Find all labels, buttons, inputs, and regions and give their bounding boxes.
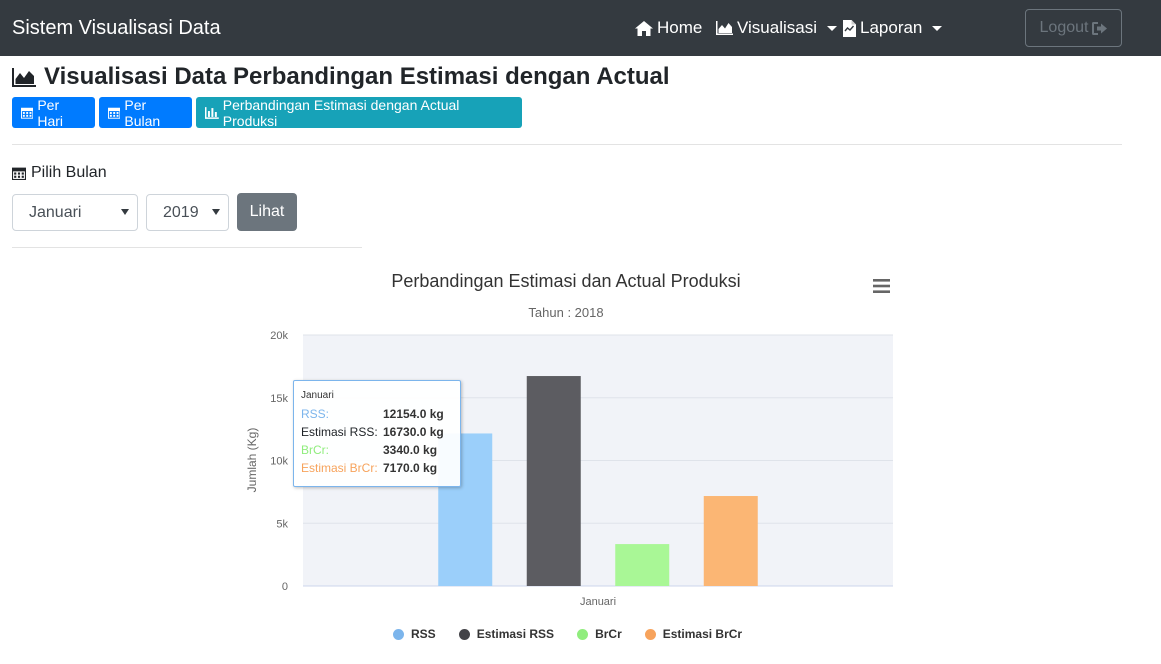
chart-subtitle: Tahun : 2018	[528, 305, 604, 320]
tooltip-series-name: RSS:	[301, 407, 330, 421]
tooltip-series-name: Estimasi BrCr:	[301, 461, 378, 475]
month-select[interactable]: Januari	[12, 194, 138, 231]
y-tick-label: 20k	[270, 330, 288, 342]
divider	[12, 144, 1122, 145]
select-arrow-icon	[212, 209, 220, 215]
nav-home[interactable]: Home	[635, 18, 702, 38]
per-hari-label: Per Hari	[37, 96, 63, 129]
legend-label: Estimasi BrCr	[662, 627, 743, 641]
nav-home-label: Home	[657, 18, 703, 37]
legend-marker	[458, 628, 470, 640]
tooltip-row: BrCr: 3340.0 kg	[301, 441, 453, 459]
x-tick-label: Januari	[580, 596, 616, 608]
tooltip-series-value: 3340.0 kg	[383, 443, 438, 457]
bar	[615, 544, 670, 586]
divider	[12, 247, 362, 248]
tooltip-header: Januari	[301, 390, 334, 401]
home-icon	[635, 20, 653, 36]
y-axis-label: Jumlah (Kg)	[245, 428, 259, 493]
nav-laporan-dropdown[interactable]: Laporan	[843, 18, 943, 38]
bar-chart-icon	[205, 106, 219, 119]
legend-label: Estimasi RSS	[476, 627, 555, 641]
legend-item[interactable]: BrCr	[577, 627, 622, 641]
select-arrow-icon	[121, 209, 129, 215]
chart-menu-icon[interactable]	[873, 279, 890, 293]
nav-visualisasi-label: Visualisasi	[737, 18, 818, 37]
caret-down-icon	[827, 25, 838, 31]
y-tick-label: 15k	[270, 393, 288, 405]
chart-tooltip: Januari RSS: 12154.0 kg Estimasi RSS: 16…	[293, 380, 461, 487]
y-tick-label: 10k	[270, 456, 288, 468]
page-title-text: Visualisasi Data Perbandingan Estimasi d…	[44, 63, 670, 90]
caret-down-icon	[932, 25, 943, 31]
perbandingan-label: Perbandingan Estimasi dengan Actual Prod…	[222, 96, 460, 129]
month-select-value: Januari	[29, 203, 82, 221]
legend-marker	[393, 628, 404, 640]
legend-label: RSS	[411, 627, 436, 641]
per-bulan-label: Per Bulan	[124, 96, 161, 129]
calendar-icon	[108, 107, 121, 119]
year-select[interactable]: 2019	[146, 194, 229, 231]
per-bulan-button[interactable]: Per Bulan	[99, 96, 192, 129]
bar	[526, 376, 581, 586]
tooltip-series-value: 12154.0 kg	[383, 407, 444, 421]
navbar: Sistem Visualisasi Data Home Visualisasi…	[0, 0, 1161, 56]
pilih-bulan-label: Pilih Bulan	[12, 164, 107, 182]
logout-label: Logout	[1039, 19, 1089, 36]
perbandingan-button[interactable]: Perbandingan Estimasi dengan Actual Prod…	[196, 96, 522, 129]
tooltip-row: Estimasi RSS: 16730.0 kg	[301, 423, 453, 441]
year-select-value: 2019	[163, 203, 199, 221]
lihat-button[interactable]: Lihat	[237, 193, 297, 231]
legend-marker	[644, 628, 656, 640]
tooltip-series-name: Estimasi RSS:	[301, 425, 378, 439]
tooltip-series-name: BrCr:	[301, 443, 329, 457]
file-chart-icon	[843, 19, 856, 37]
per-hari-button[interactable]: Per Hari	[12, 96, 95, 129]
page-title: Visualisasi Data Perbandingan Estimasi d…	[12, 63, 670, 91]
y-tick-label: 5k	[276, 518, 288, 530]
tooltip-row: Estimasi BrCr: 7170.0 kg	[301, 459, 453, 477]
bar	[703, 496, 758, 586]
legend-label: BrCr	[595, 627, 622, 641]
area-chart-icon	[12, 67, 36, 87]
legend-item[interactable]: Estimasi RSS	[458, 627, 555, 641]
nav-laporan-label: Laporan	[860, 18, 923, 37]
nav-visualisasi-dropdown[interactable]: Visualisasi	[716, 18, 838, 38]
tooltip-series-value: 7170.0 kg	[383, 461, 438, 475]
pilih-bulan-text: Pilih Bulan	[31, 164, 107, 181]
chart-title: Perbandingan Estimasi dan Actual Produks…	[391, 271, 741, 291]
y-tick-label: 0	[282, 581, 288, 593]
legend-marker	[577, 628, 589, 640]
calendar-icon	[21, 107, 34, 119]
chart-legend: RSS Estimasi RSS BrCr Estimasi BrCr	[393, 626, 765, 642]
tooltip-series-value: 16730.0 kg	[383, 425, 444, 439]
sign-out-icon	[1092, 21, 1108, 35]
calendar-icon	[12, 167, 26, 180]
brand-title[interactable]: Sistem Visualisasi Data	[12, 17, 221, 39]
legend-item[interactable]: RSS	[393, 627, 436, 641]
legend-item[interactable]: Estimasi BrCr	[644, 627, 743, 641]
area-chart-icon	[716, 21, 733, 35]
tooltip-row: RSS: 12154.0 kg	[301, 405, 453, 423]
logout-button[interactable]: Logout	[1025, 9, 1122, 47]
